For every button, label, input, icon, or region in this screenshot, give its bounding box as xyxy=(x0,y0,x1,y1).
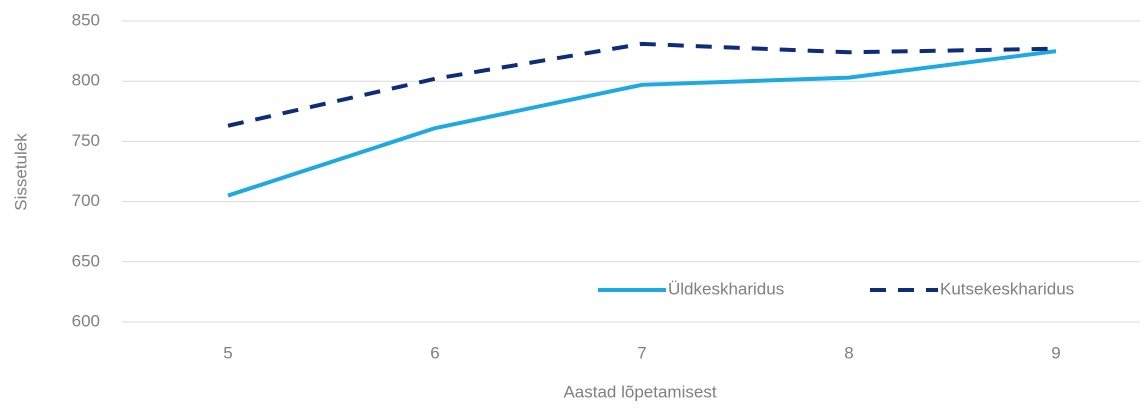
legend-label: Üldkeskharidus xyxy=(668,279,784,298)
legend-label: Kutsekeskharidus xyxy=(940,279,1074,298)
y-tick-label: 800 xyxy=(72,71,100,90)
y-tick-label: 600 xyxy=(72,311,100,330)
series-line xyxy=(227,49,1057,198)
series-line xyxy=(227,41,1057,128)
x-axis-label: Aastad lõpetamisest xyxy=(563,382,716,401)
y-tick-label: 700 xyxy=(72,191,100,210)
y-tick-label: 850 xyxy=(72,10,100,29)
x-tick-label: 8 xyxy=(844,343,853,362)
x-tick-label: 7 xyxy=(637,343,646,362)
y-axis-label: Sissetulek xyxy=(11,133,30,211)
x-tick-label: 5 xyxy=(223,343,232,362)
x-tick-label: 9 xyxy=(1051,343,1060,362)
y-tick-label: 750 xyxy=(72,131,100,150)
y-tick-label: 650 xyxy=(72,251,100,270)
x-tick-label: 6 xyxy=(430,343,439,362)
